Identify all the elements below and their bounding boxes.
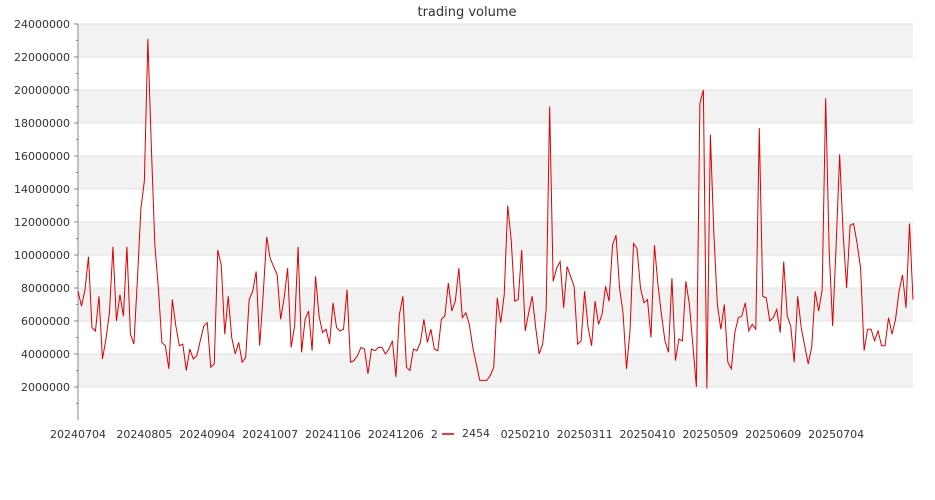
y-tick-label-1: 4000000 bbox=[21, 348, 70, 361]
chart-title: trading volume bbox=[417, 5, 516, 20]
x-tick-label-1: 20240805 bbox=[116, 428, 172, 441]
y-axis: 2000000 4000000 6000000 8000000 10000000 1200… bbox=[14, 18, 79, 420]
y-tick-label-7: 16000000 bbox=[14, 150, 70, 163]
y-tick-label-10: 22000000 bbox=[14, 51, 70, 64]
x-tick-label-5: 20241206 bbox=[368, 428, 424, 441]
x-tick-label-9: 20250410 bbox=[619, 428, 675, 441]
x-tick-label-7: 20250210 bbox=[494, 428, 550, 441]
grid-band-4 bbox=[78, 90, 913, 123]
y-tick-label-5: 12000000 bbox=[14, 216, 70, 229]
y-tick-label-2: 6000000 bbox=[21, 315, 70, 328]
y-tick-label-0: 2000000 bbox=[21, 381, 70, 394]
legend-background bbox=[438, 424, 500, 442]
x-tick-label-12: 20250704 bbox=[808, 428, 864, 441]
y-tick-label-6: 14000000 bbox=[14, 183, 70, 196]
grid-band-2 bbox=[78, 222, 913, 255]
x-tick-label-2: 20240904 bbox=[179, 428, 235, 441]
series-line-2454 bbox=[77, 38, 914, 389]
grid-bands bbox=[78, 24, 913, 387]
x-axis: 20240704 20240805 20240904 20241007 20241106… bbox=[50, 428, 864, 441]
grid-band-3 bbox=[78, 156, 913, 189]
legend-label: 2454 bbox=[462, 427, 490, 440]
grid-band-0 bbox=[78, 354, 913, 387]
y-tick-label-8: 18000000 bbox=[14, 117, 70, 130]
x-tick-label-8: 20250311 bbox=[557, 428, 613, 441]
x-tick-label-11: 20250609 bbox=[745, 428, 801, 441]
grid-band-5 bbox=[78, 24, 913, 57]
y-tick-label-11: 24000000 bbox=[14, 18, 70, 31]
y-tick-label-9: 20000000 bbox=[14, 84, 70, 97]
x-tick-label-4: 20241106 bbox=[305, 428, 361, 441]
grid-lines bbox=[78, 23, 913, 388]
x-tick-label-10: 20250509 bbox=[682, 428, 738, 441]
legend: 2454 bbox=[438, 424, 500, 442]
y-tick-label-4: 10000000 bbox=[14, 249, 70, 262]
x-tick-label-3: 20241007 bbox=[242, 428, 298, 441]
y-tick-label-3: 8000000 bbox=[21, 282, 70, 295]
x-tick-label-0: 20240704 bbox=[50, 428, 106, 441]
